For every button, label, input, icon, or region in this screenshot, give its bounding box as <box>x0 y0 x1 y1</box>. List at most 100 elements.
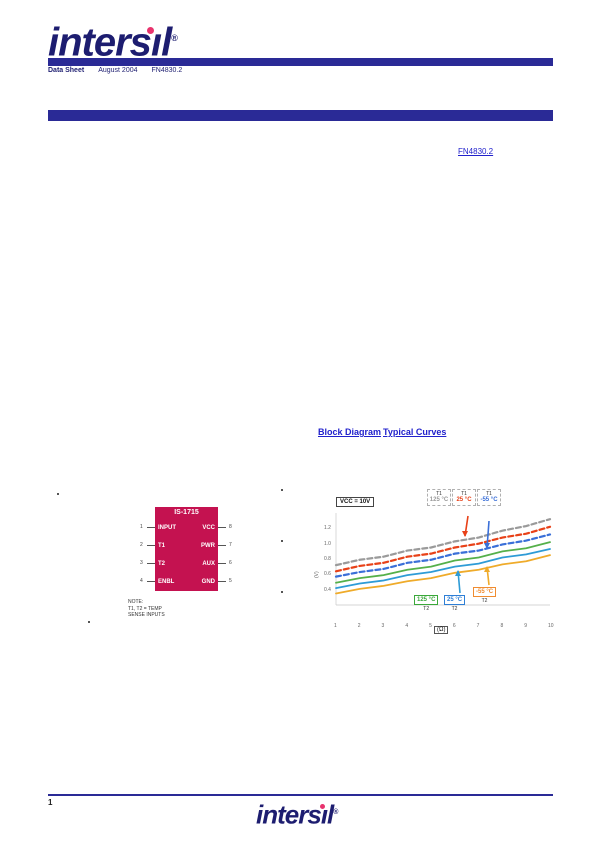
doc-number-link[interactable]: FN4830.2 <box>458 147 494 156</box>
text-artifact <box>88 621 90 623</box>
chip-pin-label-left: T2 <box>158 561 166 567</box>
series-line <box>334 518 552 567</box>
pin-number: 2 <box>140 542 143 548</box>
chip-pin-row: T2 AUX <box>155 555 218 573</box>
series-line <box>335 554 551 595</box>
logo-text-end: l <box>327 799 334 830</box>
chip-pin-label-left: INPUT <box>158 525 176 531</box>
y-tick-label: 0.8 <box>324 556 331 562</box>
registered-mark: ® <box>333 809 339 816</box>
typical-curves-link[interactable]: Typical Curves <box>383 427 447 437</box>
temp-label-group: T2 <box>423 606 430 612</box>
logo-text-end: l <box>161 20 172 65</box>
temp-label-top: T1 -55 °C <box>477 489 501 506</box>
temp-label-top: T1 25 °C <box>452 489 476 506</box>
text-artifact <box>57 493 59 495</box>
temp-label-bottom: -55 °C T2 <box>473 587 497 604</box>
pin-number: 3 <box>140 560 143 566</box>
intersil-logo: intersıl® <box>48 18 178 62</box>
pin-stub-left <box>147 527 155 528</box>
block-diagram-link[interactable]: Block Diagram <box>318 427 382 437</box>
chip-pin-rows: INPUT VCC T1 PWR T2 AUX ENBL GND <box>155 519 218 591</box>
temp-label-bottom: 25 °C T2 <box>444 595 466 612</box>
arrowhead-icon <box>462 531 468 537</box>
chip-pin-row: T1 PWR <box>155 537 218 555</box>
pin-number: 8 <box>229 524 232 530</box>
temp-label-bottom: 125 °C T2 <box>414 595 439 612</box>
x-tick-label: 5 <box>429 623 432 629</box>
y-tick-label: 1.2 <box>324 525 331 532</box>
footer-rule <box>48 794 553 796</box>
y-tick-label: 0.6 <box>324 571 331 578</box>
logo-text-start: inters <box>256 799 322 830</box>
pin-stub-right <box>218 563 226 564</box>
temp-label-value: -55 °C <box>480 497 498 503</box>
meta-file-number: FN4830.2 <box>151 67 183 74</box>
series-line <box>335 541 551 584</box>
chip-note-line: T1, T2 = TEMP <box>128 605 162 612</box>
x-tick-label: 4 <box>405 623 409 629</box>
chip-note-line: NOTE: <box>128 599 144 605</box>
registered-mark: ® <box>171 33 178 43</box>
x-tick-label: 1 <box>334 623 337 629</box>
temp-label-group: T2 <box>481 598 488 604</box>
temp-label-value: 125 °C <box>414 595 439 605</box>
chip-pin-label-right: PWR <box>201 543 215 549</box>
temp-label-value: 125 °C <box>429 497 449 503</box>
chip-pin-label-left: ENBL <box>158 579 175 585</box>
header-meta: Data Sheet August 2004 FN4830.2 <box>48 67 182 74</box>
temp-label-value: -55 °C <box>473 587 497 597</box>
text-artifact <box>281 489 283 491</box>
x-tick-label: 9 <box>524 623 527 629</box>
title-bar <box>48 110 553 121</box>
performance-chart: VCC = 10V (Ω) (V) T1 125 °C T1 25 °C T1 -55 °… <box>314 483 558 648</box>
temp-label-group: T1 <box>436 491 442 497</box>
logo-dot-icon <box>147 27 154 34</box>
pin-stub-right <box>218 581 226 582</box>
pin-number: 4 <box>140 578 143 584</box>
x-tick-label: 3 <box>381 623 385 629</box>
meta-date: August 2004 <box>98 67 138 74</box>
x-tick-label: 10 <box>548 623 554 629</box>
chip-note-line: SENSE INPUTS <box>128 612 165 618</box>
logo-text-start: inters <box>48 20 152 65</box>
chip-pin-label-right: AUX <box>202 561 215 567</box>
x-tick-label: 6 <box>452 623 456 629</box>
y-tick-label: 1.0 <box>324 540 331 547</box>
temp-label-value: 25 °C <box>444 595 466 605</box>
temp-label-group: T1 <box>461 491 467 497</box>
x-tick-label: 2 <box>357 623 361 629</box>
chip-pinout-diagram: IS-1715 INPUT VCC T1 PWR T2 AUX ENBL GND <box>155 507 218 591</box>
chart-plot-area <box>334 513 552 606</box>
header-rule <box>48 58 553 66</box>
chip-pin-row: INPUT VCC <box>155 519 218 537</box>
chip-pin-label-right: VCC <box>202 525 215 531</box>
y-axis-unit-label: (V) <box>314 571 320 578</box>
pin-stub-right <box>218 527 226 528</box>
pin-stub-left <box>147 545 155 546</box>
y-tick-label: 0.4 <box>324 586 331 593</box>
pin-number: 7 <box>229 542 232 548</box>
intersil-logo-footer: intersıl® <box>256 800 338 828</box>
logo-text-i: ı <box>150 20 162 65</box>
page-number: 1 <box>48 798 53 807</box>
temp-label-group: T2 <box>451 606 458 612</box>
temp-label-top: T1 125 °C <box>427 489 451 506</box>
text-artifact <box>281 591 283 593</box>
x-tick-label: 7 <box>476 623 480 629</box>
temp-label-group: T1 <box>486 491 492 497</box>
pin-stub-right <box>218 545 226 546</box>
pin-number: 5 <box>229 578 232 584</box>
pin-number: 1 <box>140 524 143 530</box>
chip-pin-label-left: T1 <box>158 543 166 549</box>
series-line <box>334 525 552 573</box>
pin-stub-left <box>147 581 155 582</box>
pin-stub-left <box>147 563 155 564</box>
chip-pin-label-right: GND <box>201 579 215 585</box>
chip-pin-row: ENBL GND <box>155 573 218 591</box>
arrowhead-icon <box>484 543 490 549</box>
x-tick-label: 8 <box>500 623 504 629</box>
arrowhead-icon <box>484 566 490 572</box>
chart-condition-label: VCC = 10V <box>336 497 375 507</box>
